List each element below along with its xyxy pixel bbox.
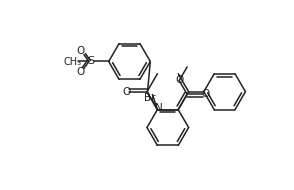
Text: Br: Br [144, 93, 155, 103]
Text: O: O [122, 87, 130, 97]
Text: N: N [155, 103, 162, 113]
Text: O: O [175, 75, 183, 85]
Text: O: O [202, 89, 210, 99]
Text: O: O [77, 67, 85, 77]
Text: O: O [77, 46, 85, 56]
Text: CH₃: CH₃ [64, 58, 82, 67]
Text: S: S [87, 56, 94, 66]
